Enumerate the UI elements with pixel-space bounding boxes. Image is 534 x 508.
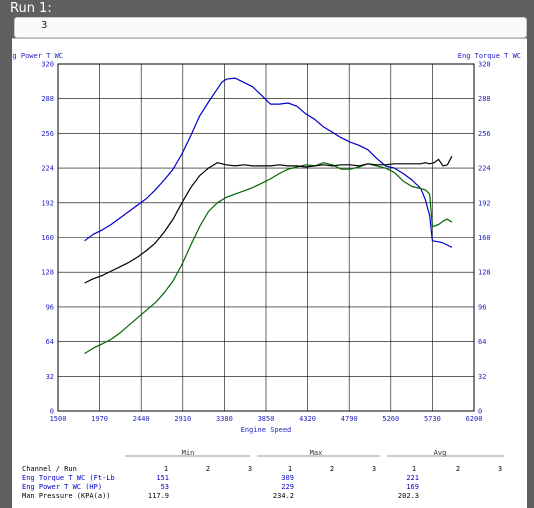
- row-power-max: 229: [281, 483, 294, 491]
- run-selector-field[interactable]: 3: [14, 17, 527, 38]
- y-left-tick-label: 160: [41, 234, 54, 242]
- min-run-3: 3: [248, 465, 252, 473]
- x-tick-label: 1970: [91, 415, 108, 423]
- y-right-tick-label: 0: [478, 408, 482, 416]
- grid-layer: [57, 63, 475, 412]
- y-right-tick-label: 64: [478, 338, 486, 346]
- y-right-tick-label: 256: [478, 130, 491, 138]
- run-title: Run 1:: [10, 1, 52, 16]
- y-left-tick-label: 32: [46, 373, 54, 381]
- y-right-tick-label: 32: [478, 373, 486, 381]
- y-left-tick-label: 0: [50, 408, 54, 416]
- tick-labels: 1500 1970 2440 2910 3380 3850 4320 4790 5260 5730…: [41, 61, 490, 424]
- y-axis-right-label: Eng Torque T WC: [458, 52, 521, 60]
- row-pressure-avg: 202.3: [398, 492, 419, 500]
- row-power-label: Eng Power T WC (HP): [22, 483, 102, 491]
- y-right-tick-label: 96: [478, 303, 486, 311]
- x-tick-label: 2440: [133, 415, 150, 423]
- y-left-tick-label: 64: [46, 338, 54, 346]
- min-run-2: 2: [206, 465, 210, 473]
- max-run-2: 2: [330, 465, 334, 473]
- table-column-header: Channel / Run: [22, 465, 77, 473]
- y-left-tick-label: 128: [41, 269, 54, 277]
- y-right-tick-label: 288: [478, 95, 491, 103]
- run-selector-value: 3: [41, 20, 48, 31]
- series-line-0: [84, 77, 453, 248]
- row-torque-max: 309: [281, 474, 294, 482]
- y-right-tick-label: 320: [478, 61, 491, 69]
- x-tick-label: 4320: [299, 415, 316, 423]
- row-torque-min: 151: [156, 474, 169, 482]
- y-left-tick-label: 224: [41, 165, 54, 173]
- avg-run-3: 3: [498, 465, 502, 473]
- max-run-1: 1: [288, 465, 292, 473]
- x-tick-label: 3380: [216, 415, 233, 423]
- y-left-tick-label: 320: [41, 61, 54, 69]
- row-torque-avg: 221: [406, 474, 419, 482]
- min-run-1: 1: [164, 465, 168, 473]
- y-axis-left-label: Eng Power T WC: [12, 52, 63, 60]
- chart-panel: 1500 1970 2440 2910 3380 3850 4320 4790 5260 5730…: [12, 38, 527, 508]
- x-tick-label: 2910: [174, 415, 191, 423]
- max-run-3: 3: [372, 465, 376, 473]
- y-right-tick-label: 224: [478, 165, 491, 173]
- table-group-min: Min: [182, 449, 195, 457]
- x-tick-label: 4790: [341, 415, 358, 423]
- row-torque-label: Eng Torque T WC (Ft-Lb: [22, 474, 115, 482]
- y-right-tick-label: 192: [478, 199, 491, 207]
- x-tick-label: 6200: [466, 415, 483, 423]
- stats-table: Min Max Avg Channel / Run 1 2 3 1 2 3 1 …: [22, 449, 504, 500]
- row-pressure-label: Man Pressure (KPA(a)): [22, 492, 111, 500]
- table-group-avg: Avg: [434, 449, 447, 457]
- y-right-tick-label: 160: [478, 234, 491, 242]
- y-left-tick-label: 256: [41, 130, 54, 138]
- table-group-max: Max: [310, 449, 323, 457]
- row-pressure-max: 234.2: [273, 492, 294, 500]
- x-axis-label: Engine Speed: [241, 426, 292, 434]
- x-tick-label: 1500: [50, 415, 67, 423]
- x-tick-label: 5730: [424, 415, 441, 423]
- y-left-tick-label: 288: [41, 95, 54, 103]
- row-pressure-min: 117.9: [148, 492, 169, 500]
- series-layer: [84, 77, 453, 355]
- y-left-tick-label: 192: [41, 199, 54, 207]
- row-power-min: 53: [161, 483, 169, 491]
- series-line-1: [84, 162, 453, 355]
- avg-run-1: 1: [412, 465, 416, 473]
- dyno-chart: 1500 1970 2440 2910 3380 3850 4320 4790 5260 5730…: [12, 52, 521, 500]
- y-left-tick-label: 96: [46, 303, 54, 311]
- series-line-2: [84, 155, 453, 284]
- x-tick-label: 5260: [382, 415, 399, 423]
- y-right-tick-label: 128: [478, 269, 491, 277]
- x-tick-label: 3850: [258, 415, 275, 423]
- row-power-avg: 169: [406, 483, 419, 491]
- avg-run-2: 2: [456, 465, 460, 473]
